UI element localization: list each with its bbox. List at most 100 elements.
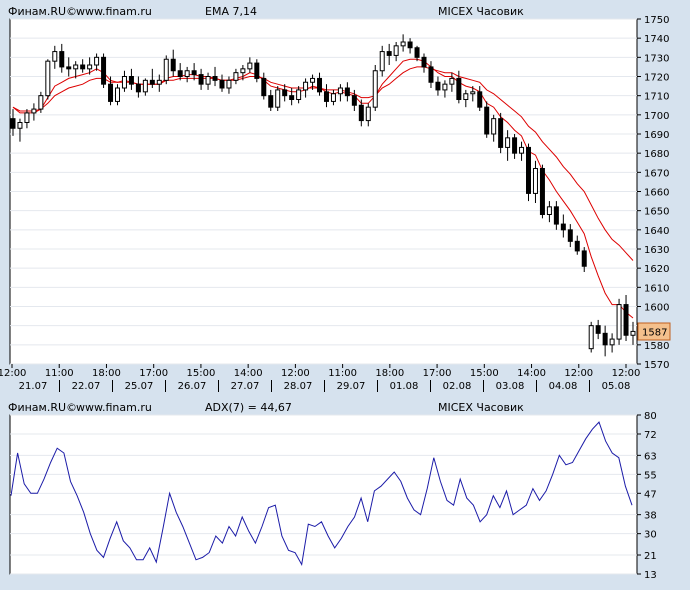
- candle-body-up: [45, 60, 51, 97]
- candle-body-up: [400, 41, 406, 47]
- candle: [282, 84, 288, 102]
- candle: [344, 82, 350, 102]
- candle: [414, 45, 420, 62]
- price-x-time-label: 11:00: [45, 368, 74, 379]
- candle-body-up: [24, 112, 30, 123]
- candle: [149, 68, 155, 88]
- candle-body-down: [435, 81, 441, 91]
- adx-y-tick-label: 30: [644, 530, 657, 541]
- candle-body-down: [108, 83, 114, 102]
- adx-line-layer: [10, 421, 633, 567]
- main-source-label: Финам.RU©: [8, 5, 77, 18]
- candle-body-up: [296, 89, 302, 100]
- candle: [10, 109, 16, 136]
- price-y-tick-label: 1580: [644, 341, 669, 352]
- adx-y-tick-label: 72: [644, 430, 657, 441]
- price-x-time-label: 12:00: [281, 368, 310, 379]
- candle-body-down: [282, 89, 288, 97]
- candle: [428, 61, 434, 88]
- candle-body-up: [546, 206, 552, 215]
- candle-body-up: [38, 95, 44, 110]
- price-y-tick-label: 1620: [644, 264, 669, 275]
- price-y-tick-label: 1720: [644, 73, 669, 84]
- candle-body-up: [205, 76, 211, 85]
- candle-body-up: [240, 68, 246, 74]
- price-x-time-label: 18:00: [92, 368, 121, 379]
- candle: [512, 134, 518, 159]
- candle-body-down: [323, 91, 329, 102]
- candle: [491, 114, 497, 142]
- candle: [156, 74, 162, 92]
- candle: [484, 101, 490, 138]
- candle-body-down: [595, 325, 601, 334]
- candle: [421, 53, 427, 73]
- candle: [142, 78, 148, 96]
- candle: [170, 49, 176, 77]
- price-y-tick-label: 1750: [644, 15, 669, 26]
- candle-body-down: [623, 304, 629, 336]
- candle: [539, 164, 545, 219]
- candle: [101, 53, 107, 88]
- candle-body-down: [135, 83, 141, 93]
- price-y-tick-label: 1670: [644, 168, 669, 179]
- candle: [337, 84, 343, 102]
- adx-y-tick-label: 63: [644, 451, 657, 462]
- candle-body-down: [421, 56, 427, 68]
- candle: [407, 38, 413, 54]
- candle-body-up: [233, 72, 239, 81]
- price-x-time-label: 12:00: [612, 368, 641, 379]
- price-y-tick-label: 1740: [644, 34, 669, 45]
- candle-body-up: [330, 93, 336, 102]
- adx-y-tick-label: 80: [644, 411, 657, 422]
- candle: [275, 86, 281, 111]
- price-x-date-label: 05.08: [602, 381, 631, 392]
- candle: [470, 86, 476, 102]
- adx-y-tick-label: 55: [644, 470, 657, 481]
- candle: [358, 99, 364, 127]
- adx-y-tick-label: 47: [644, 489, 657, 500]
- candle-body-down: [66, 66, 72, 70]
- candle: [365, 103, 371, 127]
- last-price-tag: 1587: [637, 322, 671, 341]
- price-x-time-label: 12:00: [0, 368, 26, 379]
- price-x-time-label: 15:00: [470, 368, 499, 379]
- candle: [24, 109, 30, 129]
- candle: [456, 70, 462, 104]
- price-x-time-label: 14:00: [234, 368, 263, 379]
- price-y-tick-label: 1600: [644, 303, 669, 314]
- price-x-date-label: 22.07: [72, 381, 101, 392]
- candle-body-up: [142, 79, 148, 93]
- candle-body-up: [73, 64, 79, 70]
- price-y-tick-label: 1570: [644, 360, 669, 371]
- candle: [247, 57, 253, 73]
- candle-body-down: [261, 77, 267, 97]
- candle-body-down: [177, 70, 183, 77]
- candle-body-up: [365, 106, 371, 122]
- candle-body-down: [456, 77, 462, 100]
- candle: [449, 72, 455, 92]
- candle-body-up: [17, 122, 23, 129]
- candle: [94, 53, 100, 71]
- adx-chart-header: Финам.RU© www.finam.ru ADX(7) = 44,67 MI…: [8, 401, 524, 414]
- candle-body-up: [31, 108, 37, 114]
- candle: [303, 78, 309, 98]
- adx-y-tick-label: 38: [644, 511, 657, 522]
- candle: [463, 89, 469, 108]
- candle-body-up: [449, 77, 455, 85]
- main-instrument-label: MICEX Часовик: [438, 5, 524, 18]
- adx-url-label: www.finam.ru: [76, 401, 152, 414]
- candle: [498, 112, 504, 154]
- candle-body-down: [553, 206, 559, 225]
- candle-body-up: [52, 51, 58, 62]
- price-x-date-label: 28.07: [284, 381, 313, 392]
- price-x-date-label: 27.07: [231, 381, 260, 392]
- price-y-tick-label: 1610: [644, 283, 669, 294]
- candle-body-down: [10, 118, 16, 129]
- candle-body-down: [358, 104, 364, 122]
- candle-body-down: [581, 250, 587, 267]
- candle: [108, 76, 114, 106]
- price-x-date-label: 25.07: [125, 381, 154, 392]
- candle: [442, 80, 448, 98]
- candle: [310, 74, 316, 90]
